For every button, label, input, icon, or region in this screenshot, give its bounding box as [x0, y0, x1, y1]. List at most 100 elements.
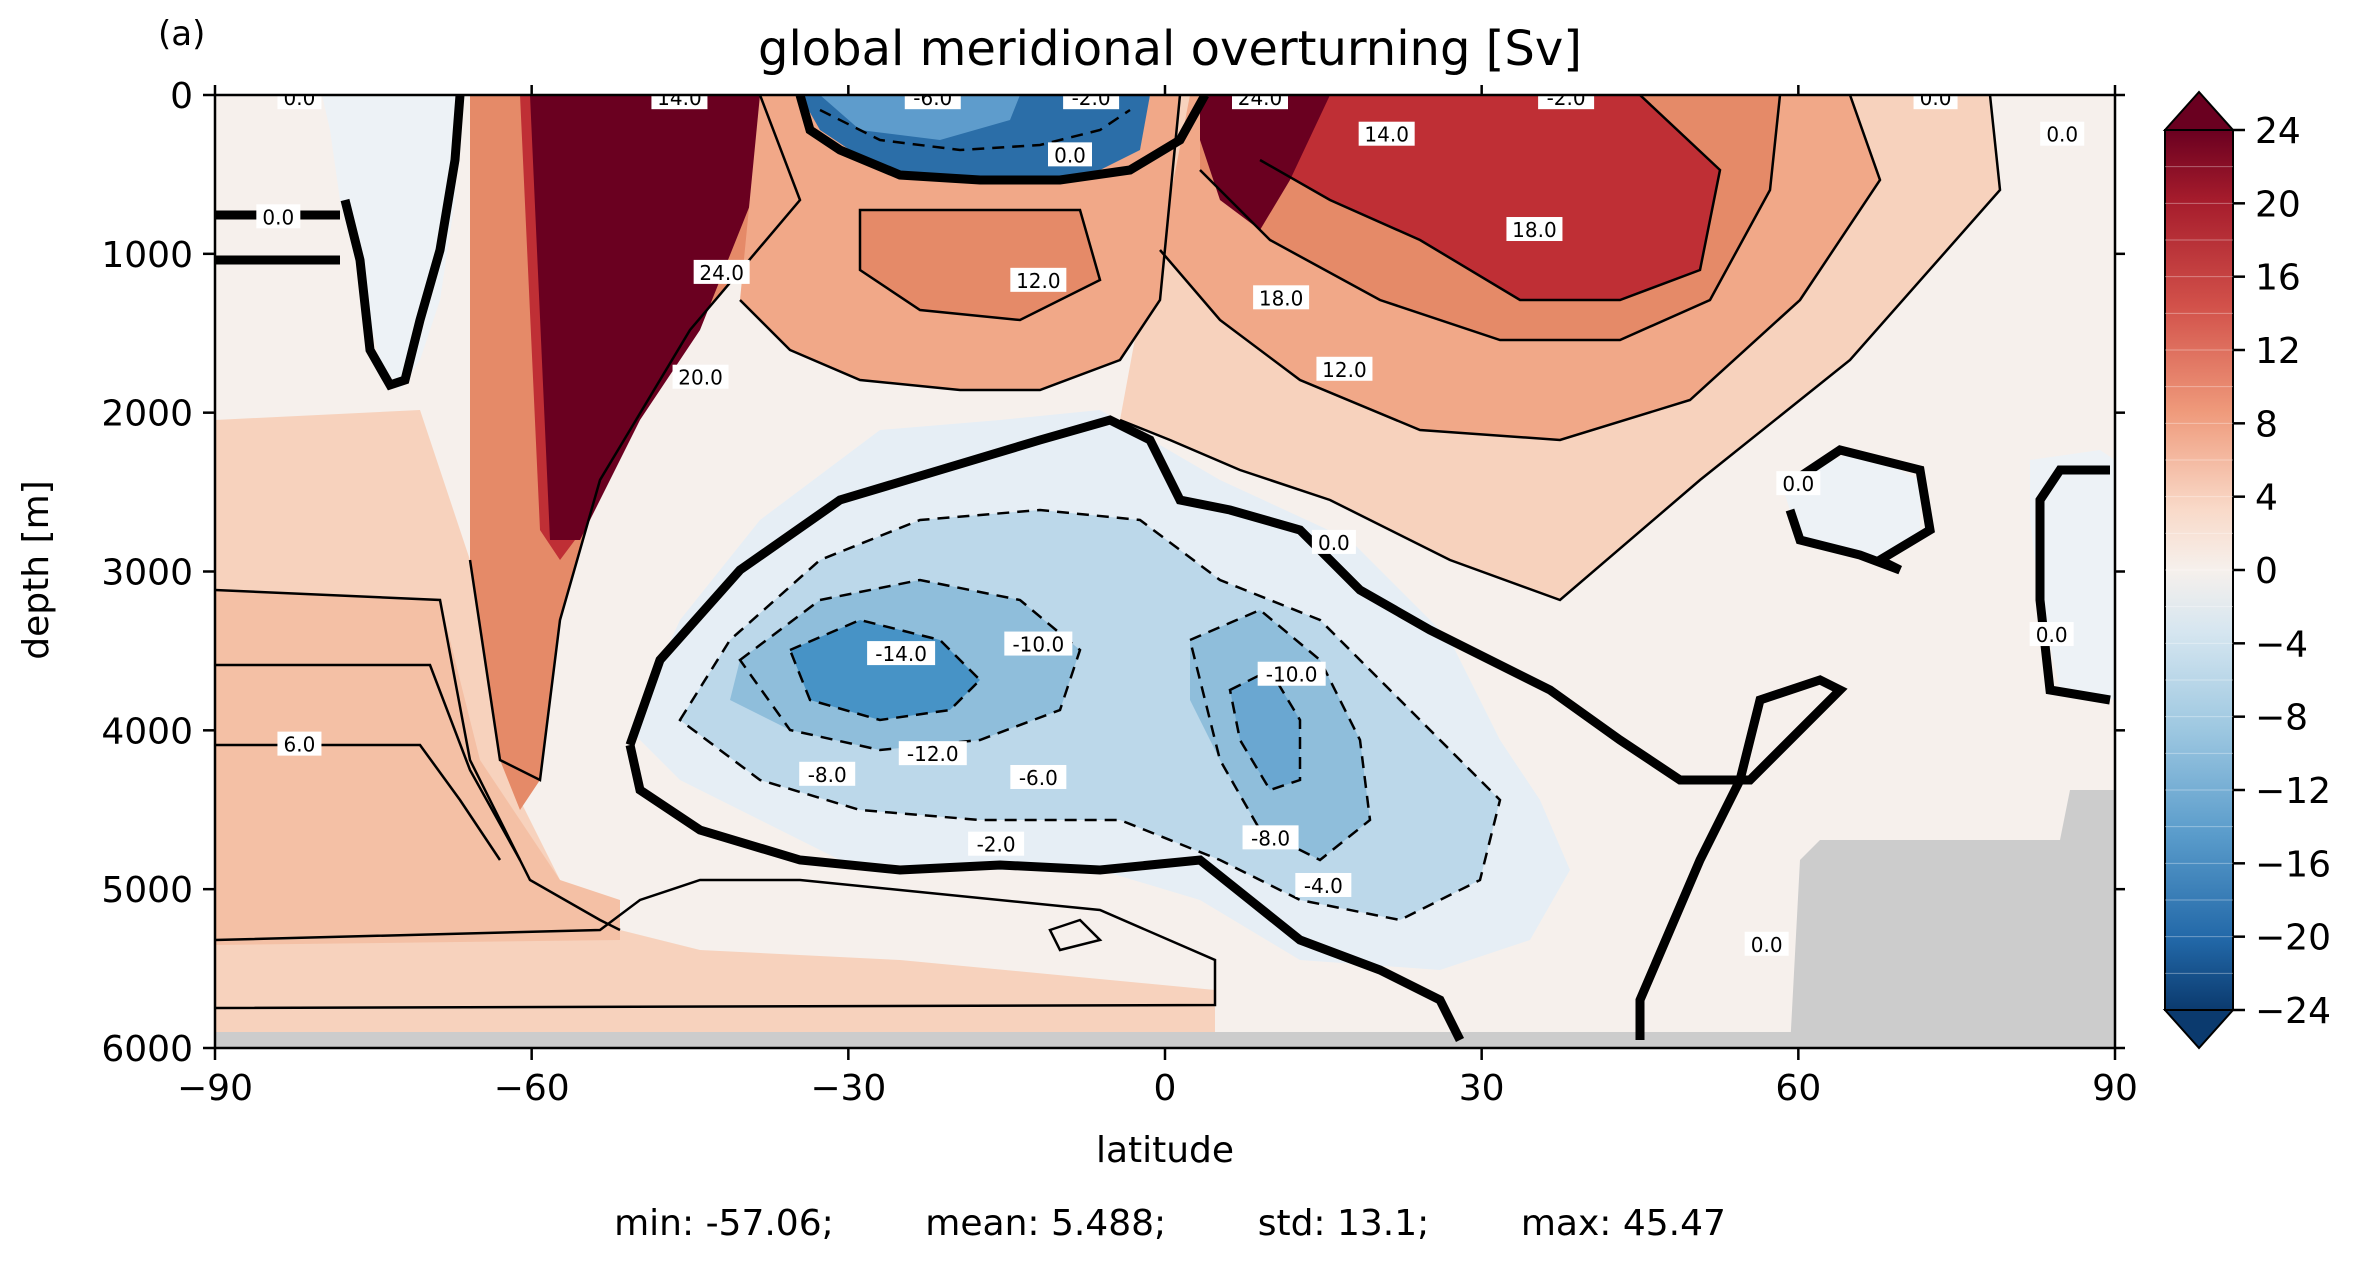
zero-contour-arctic — [2035, 465, 2111, 705]
colorbar-tick-label: −24 — [2255, 991, 2331, 1032]
contour-label-bg — [1242, 825, 1299, 850]
contour-label-bg — [898, 741, 967, 766]
southern-core-dark — [530, 95, 770, 540]
contour-labels: 0.0 14.0 24.0 0.0 -2.0 -2.0 -6.0 0.0 0.0 6.0 24.0 2… — [140, 86, 2085, 957]
colorbar-extend-bottom — [2162, 1009, 2236, 1050]
colorbar-tick-label: 4 — [2255, 478, 2278, 519]
contour-label: 0.0 — [1318, 531, 1350, 555]
contour-label-bg — [1004, 631, 1073, 656]
plot-area: 0.0 14.0 24.0 0.0 -2.0 -2.0 -6.0 0.0 0.0 6.0 24.0 2… — [140, 86, 2115, 1048]
colorbar-tick-label: −16 — [2255, 844, 2331, 885]
contour-label: -14.0 — [875, 642, 927, 666]
contour-label: -12.0 — [907, 742, 959, 766]
contour-label-bg — [1744, 931, 1789, 956]
colorbar: 24 20 16 12 8 4 0 −4 −8 −12 −16 −20 −24 — [2162, 90, 2331, 1050]
surface-negative-light — [820, 95, 1020, 140]
contour-label: -10.0 — [1266, 663, 1318, 687]
y-tick-label: 6000 — [101, 1029, 193, 1070]
x-axis: −90 −60 −30 0 30 60 90 — [177, 85, 2138, 1109]
contour-label: 0.0 — [1054, 143, 1086, 167]
contour-label-bg — [799, 761, 856, 786]
contour-label-bg — [693, 259, 750, 284]
contour-label: 0.0 — [146, 212, 178, 236]
contour-label: 20.0 — [678, 366, 723, 390]
contour-label: 24.0 — [699, 261, 744, 285]
tropical-upper-core — [860, 210, 1100, 320]
contour-label-bg — [256, 204, 301, 229]
contour-label: -2.0 — [1072, 86, 1111, 110]
contour-label-bg — [2029, 622, 2074, 647]
contour-label: -10.0 — [1012, 633, 1064, 657]
contour-label-bg — [1232, 95, 1288, 110]
contour-label-bg — [1311, 529, 1356, 554]
contour-label-bg — [968, 831, 1025, 856]
contour-label: -8.0 — [1251, 826, 1290, 850]
zero-contour-lower — [625, 744, 1465, 1043]
contour-label: 0.0 — [2046, 123, 2078, 147]
contour-label: 18.0 — [1512, 218, 1557, 242]
contour-label-bg — [1316, 356, 1373, 381]
zero-contour-surface — [795, 95, 1209, 185]
contour-label-bg — [1538, 95, 1595, 110]
contour-label: 14.0 — [1364, 123, 1409, 147]
x-tick-label: 90 — [2092, 1068, 2138, 1109]
y-tick-label: 3000 — [101, 553, 193, 594]
contour-label: 12.0 — [1322, 358, 1367, 382]
contour-label: 0.0 — [1782, 472, 1814, 496]
y-tick-label: 5000 — [101, 870, 193, 911]
colorbar-tick-label: 16 — [2255, 258, 2301, 299]
x-tick-label: −60 — [494, 1068, 570, 1109]
panel-label: (a) — [158, 14, 205, 54]
x-tick-label: 30 — [1459, 1068, 1505, 1109]
chart-title: global meridional overturning [Sv] — [758, 21, 1582, 77]
contour-label-bg — [904, 95, 961, 110]
contour-label-bg — [1776, 471, 1821, 496]
negative-contours — [678, 108, 1502, 922]
colorbar-tick-label: 12 — [2255, 331, 2301, 372]
contour-label: 24.0 — [1238, 86, 1283, 110]
contour-label-bg — [1253, 285, 1310, 310]
contour-label: 18.0 — [1259, 286, 1304, 310]
contour-label: -6.0 — [913, 86, 952, 110]
contour-label: 6.0 — [284, 733, 316, 757]
contour-label-bg — [2040, 121, 2085, 146]
contour-label: -8.0 — [808, 763, 847, 787]
contour-label: -6.0 — [1019, 766, 1058, 790]
abyssal-core-north — [1230, 670, 1300, 790]
y-tick-label: 2000 — [101, 394, 193, 435]
contour-label-bg — [1257, 661, 1326, 686]
zero-contour-abyssal — [625, 415, 1848, 1040]
contour-label: 0.0 — [262, 205, 294, 229]
x-tick-label: 0 — [1154, 1068, 1177, 1109]
contour-label-bg — [140, 211, 184, 235]
contour-label-bg — [867, 641, 936, 666]
zero-contour-antarctic — [340, 95, 465, 391]
contour-label-bg — [277, 731, 322, 756]
x-axis-label: latitude — [1096, 1130, 1234, 1171]
y-axis: 0 1000 2000 3000 4000 5000 6000 — [101, 76, 2125, 1070]
contour-label: 0.0 — [284, 86, 316, 110]
colorbar-tick-label: −20 — [2255, 918, 2331, 959]
contour-label-bg — [651, 95, 708, 110]
contour-label: 12.0 — [1016, 269, 1061, 293]
contour-label-bg — [1913, 95, 1958, 110]
bathymetry-land — [1790, 790, 2115, 1048]
contour-label: 0.0 — [1920, 86, 1952, 110]
colorbar-tick-label: 8 — [2255, 404, 2278, 445]
x-tick-label: −30 — [810, 1068, 886, 1109]
colorbar-tick-label: −8 — [2255, 698, 2308, 739]
contour-label: 0.0 — [1751, 933, 1783, 957]
contour-label-bg — [1506, 217, 1563, 242]
contour-label: -2.0 — [977, 833, 1016, 857]
zero-contours — [215, 95, 2111, 1043]
contour-label-bg — [1358, 121, 1415, 146]
colorbar-bands — [2165, 166, 2233, 974]
y-tick-label: 1000 — [101, 235, 193, 276]
contour-label: -2.0 — [1547, 86, 1586, 110]
stats-line: min: -57.06; mean: 5.488; std: 13.1; max… — [614, 1203, 1726, 1244]
zero-contour-north — [1777, 445, 1935, 575]
contour-label-bg — [277, 95, 322, 110]
contour-label: -4.0 — [1304, 874, 1343, 898]
contour-label: 14.0 — [657, 86, 702, 110]
